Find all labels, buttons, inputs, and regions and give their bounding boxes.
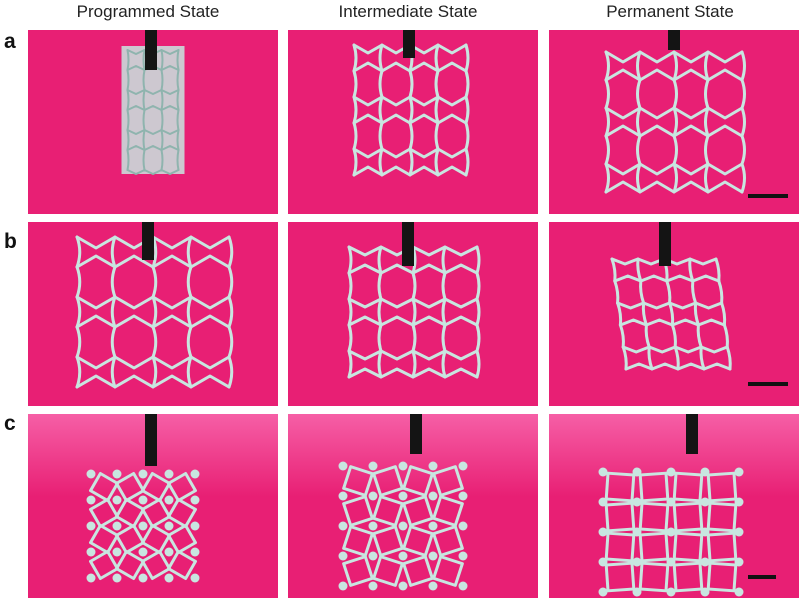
- panel-image: [28, 222, 278, 406]
- panel-image: [28, 30, 278, 214]
- magenta-background: [549, 222, 799, 406]
- column-header-intermediate: Intermediate State: [338, 2, 478, 21]
- panel-a-intermediate: [288, 30, 538, 214]
- panel-image: [549, 414, 799, 598]
- clamp-grip: [686, 414, 698, 454]
- scale-bar-c: [748, 575, 776, 579]
- panel-image: [288, 414, 538, 598]
- magenta-background: [549, 30, 799, 214]
- lattice-structure: [86, 469, 200, 583]
- lattice-structure: [598, 467, 744, 597]
- panel-image: [288, 222, 538, 406]
- lattice-structure: [610, 257, 732, 371]
- panel-image: [28, 414, 278, 598]
- scale-bar-b: [748, 382, 788, 386]
- panel-a-permanent: [549, 30, 799, 214]
- row-label-c: c: [4, 412, 16, 435]
- clamp-grip: [668, 30, 680, 50]
- column-header-permanent: Permanent State: [606, 2, 734, 21]
- scale-bar-a: [748, 194, 788, 198]
- panel-image: [549, 30, 799, 214]
- lattice-structure: [338, 461, 468, 591]
- panel-image: [549, 222, 799, 406]
- clamp-grip: [402, 222, 414, 266]
- panel-a-programmed: [28, 30, 278, 214]
- column-header-programmed: Programmed State: [76, 2, 220, 21]
- panel-c-permanent: [549, 414, 799, 598]
- clamp-grip: [145, 414, 157, 466]
- clamp-grip: [403, 30, 415, 58]
- lattice-structure: [75, 235, 234, 389]
- clamp-grip: [659, 222, 671, 266]
- panel-b-permanent: [549, 222, 799, 406]
- panel-c-programmed: [28, 414, 278, 598]
- clamp-grip: [142, 222, 154, 260]
- lattice-structure: [347, 245, 481, 379]
- row-label-b: b: [4, 230, 17, 253]
- row-label-a: a: [4, 30, 16, 53]
- panel-c-intermediate: [288, 414, 538, 598]
- panel-b-intermediate: [288, 222, 538, 406]
- clamp-grip: [145, 30, 157, 70]
- lattice-structure: [352, 43, 470, 177]
- panel-b-programmed: [28, 222, 278, 406]
- panel-image: [288, 30, 538, 214]
- clamp-grip: [410, 414, 422, 454]
- lattice-structure: [604, 50, 746, 194]
